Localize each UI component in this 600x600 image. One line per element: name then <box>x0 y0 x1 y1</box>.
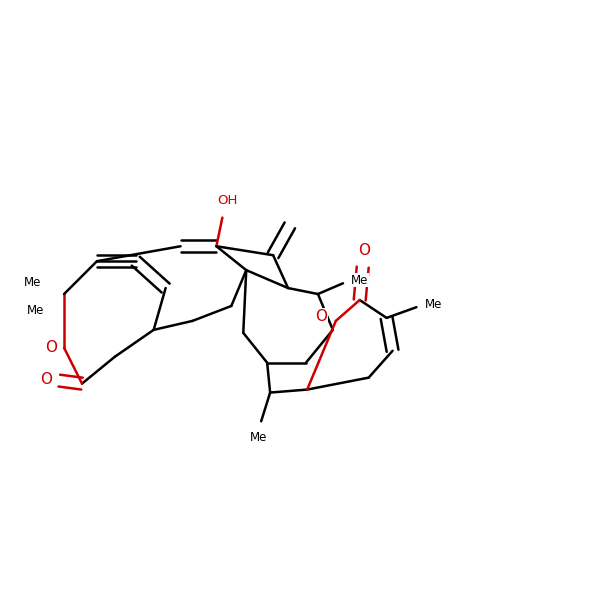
Text: OH: OH <box>217 194 238 208</box>
Text: Me: Me <box>351 274 368 287</box>
Text: O: O <box>358 243 370 258</box>
Text: Me: Me <box>250 431 267 445</box>
Text: O: O <box>315 308 327 323</box>
Text: Me: Me <box>25 275 42 289</box>
Text: Me: Me <box>424 298 442 311</box>
Text: O: O <box>40 372 52 387</box>
Text: O: O <box>45 340 57 355</box>
Text: Me: Me <box>27 304 44 317</box>
